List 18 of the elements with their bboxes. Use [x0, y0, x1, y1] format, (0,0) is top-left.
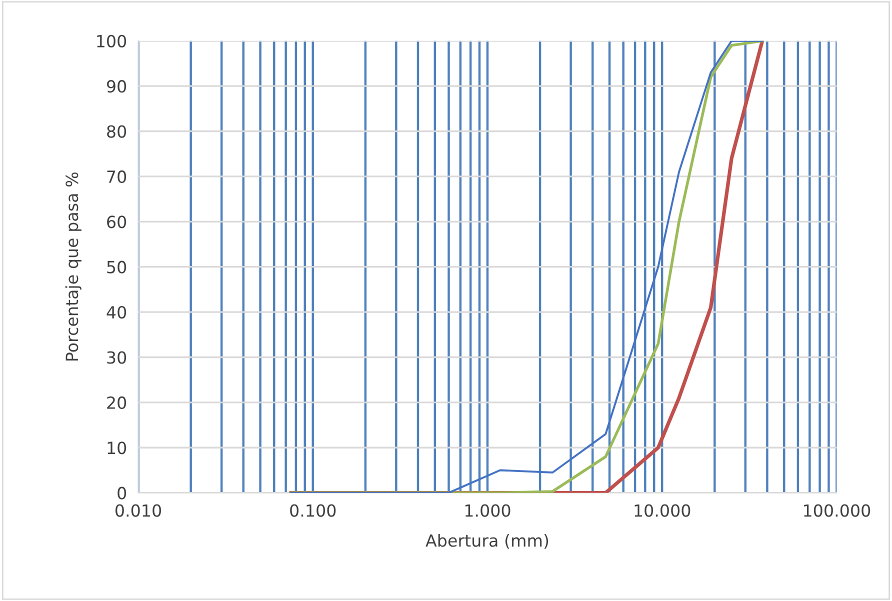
y-tick-label: 60 — [107, 216, 126, 228]
y-tick-label: 30 — [107, 351, 126, 364]
x-tick-label: 0.100 — [290, 504, 336, 517]
y-tick-label: 40 — [106, 306, 126, 319]
y-tick-label: 10 — [108, 442, 126, 454]
x-tick-label: 1.000 — [465, 504, 510, 517]
y-tick-label: 100 — [97, 34, 126, 48]
x-axis-title: Abertura (mm) — [426, 534, 548, 549]
y-tick-label: 90 — [106, 80, 126, 93]
y-axis-title: Porcentaje que pasa % — [65, 172, 82, 360]
x-tick-label: 100.000 — [804, 504, 870, 517]
y-tick-label: 80 — [107, 125, 126, 138]
x-tick-label: 0.010 — [116, 504, 162, 517]
y-tick-label: 20 — [107, 396, 126, 409]
x-tick-label: 10.000 — [634, 504, 690, 517]
y-tick-label: 50 — [107, 260, 126, 274]
y-tick-label: 0 — [118, 486, 126, 500]
y-tick-label: 70 — [107, 170, 126, 184]
